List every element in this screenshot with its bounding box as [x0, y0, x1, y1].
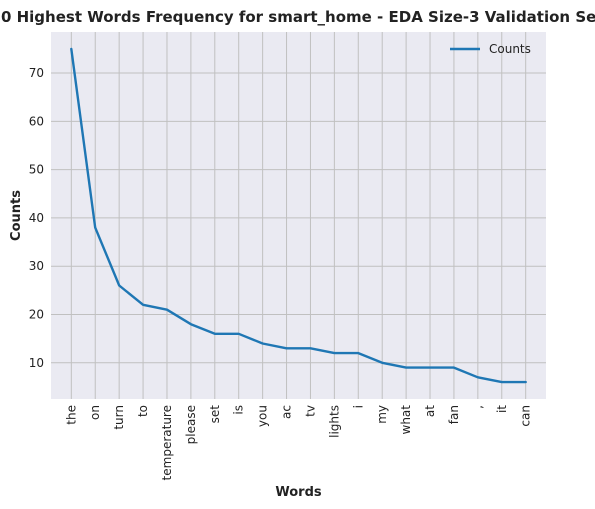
series-layer: [70, 47, 527, 384]
x-tick-label: what: [399, 405, 413, 435]
x-tick-label: turn: [112, 405, 126, 430]
x-tick-label: lights: [327, 405, 341, 438]
x-tick-label: at: [423, 405, 437, 417]
y-axis: 10 20 30 40 50 60 70: [29, 66, 44, 370]
x-tick-label: set: [208, 405, 222, 424]
x-tick-label: to: [136, 405, 150, 417]
x-axis: the on turn to temperature please set is you ac tv…: [64, 405, 532, 481]
legend: Counts: [450, 42, 531, 56]
y-tick-label: 10: [29, 356, 44, 370]
y-tick-label: 70: [29, 66, 44, 80]
x-tick-label: temperature: [160, 405, 174, 480]
x-tick-label: on: [88, 405, 102, 420]
chart-title: 20 Highest Words Frequency for smart_hom…: [0, 8, 595, 26]
x-axis-label: Words: [275, 485, 322, 500]
x-tick-label: please: [184, 405, 198, 444]
x-tick-label: tv: [303, 405, 317, 417]
x-tick-label: fan: [447, 405, 461, 424]
grid: [51, 32, 546, 399]
x-tick-label: it: [495, 405, 509, 413]
x-tick-label: is: [232, 405, 246, 415]
plot-area: [51, 32, 546, 399]
x-tick-label: can: [519, 405, 533, 427]
x-tick-label: ac: [280, 405, 294, 419]
y-tick-label: 40: [29, 211, 44, 225]
x-tick-label: i: [351, 405, 365, 408]
x-tick-label: you: [256, 405, 270, 427]
y-tick-label: 30: [29, 259, 44, 273]
x-tick-label: my: [375, 405, 389, 424]
y-tick-label: 20: [29, 307, 44, 321]
y-axis-label: Counts: [9, 190, 24, 241]
series-line-counts: [70, 47, 527, 384]
y-tick-label: 60: [29, 114, 44, 128]
x-tick-label: ,: [471, 405, 485, 409]
y-tick-label: 50: [29, 163, 44, 177]
x-tick-label: the: [64, 405, 78, 425]
legend-label: Counts: [489, 42, 531, 56]
